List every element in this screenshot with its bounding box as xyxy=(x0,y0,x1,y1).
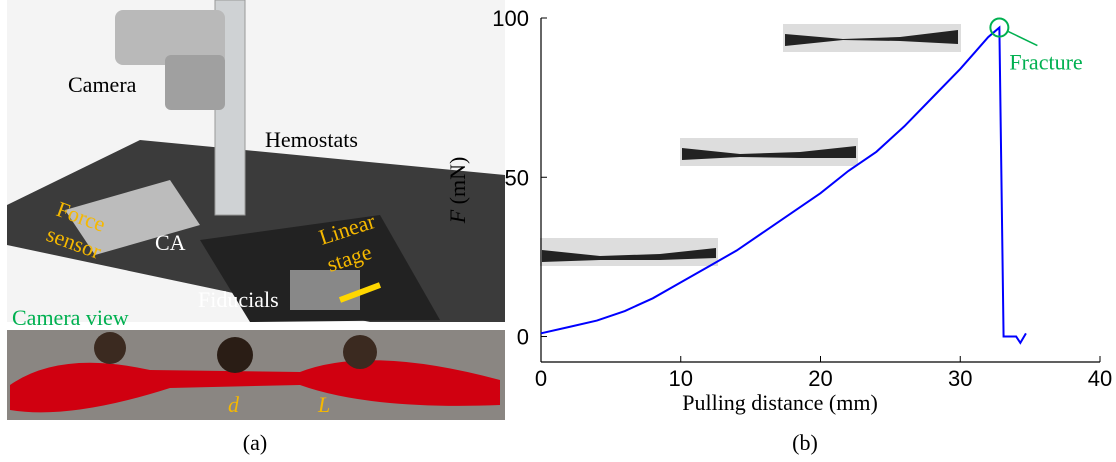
y-axis-symbol: F xyxy=(445,209,470,224)
photo-camera-view xyxy=(7,330,505,420)
x-axis-label: Pulling distance (mm) xyxy=(682,390,878,415)
annotation-arrow xyxy=(1008,30,1038,47)
x-tick-label: 0 xyxy=(535,366,547,391)
y-tick-label: 50 xyxy=(505,165,529,190)
y-axis-unit: (mN) xyxy=(445,157,470,205)
label: CA xyxy=(155,230,186,255)
inset-images xyxy=(540,24,961,266)
label: d xyxy=(228,392,240,417)
y-tick-label: 0 xyxy=(517,325,529,350)
x-tick-label: 40 xyxy=(1088,366,1112,391)
label: Hemostats xyxy=(265,127,358,152)
label: Camera xyxy=(68,72,137,97)
photo-setup xyxy=(7,0,505,322)
label: L xyxy=(317,392,330,417)
x-tick-label: 20 xyxy=(808,366,832,391)
y-axis-label: F (mN) xyxy=(445,157,470,225)
y-tick-label: 100 xyxy=(492,6,529,31)
caption: (a) xyxy=(243,430,267,455)
x-tick-label: 30 xyxy=(948,366,972,391)
x-tick-label: 10 xyxy=(669,366,693,391)
caption: (b) xyxy=(792,430,818,455)
fracture-marker xyxy=(989,17,1010,38)
data-line xyxy=(540,25,1027,345)
annotation: Fracture xyxy=(1009,50,1082,75)
label: Camera view xyxy=(12,305,129,330)
label: Fiducials xyxy=(198,287,279,312)
